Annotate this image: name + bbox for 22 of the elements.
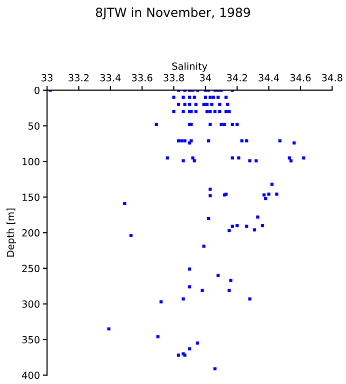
x-axis-title: Salinity [172,62,208,72]
x-tick-label: 33 [42,74,52,82]
y-axis-title: Depth [m] [6,208,16,257]
chart-title: 8JTW in November, 1989 [96,7,250,20]
x-tick-label: 33.8 [164,74,184,82]
y-tick-label: 100 [22,158,40,166]
y-tick-label: 400 [22,372,40,379]
x-tick-label: 34.8 [322,74,342,82]
y-tick-label: 0 [34,86,40,94]
x-tick-label: 33.4 [100,74,121,82]
x-tick-label: 34.4 [258,74,280,82]
y-tick-label: 150 [22,194,40,201]
y-tick-label: 250 [22,264,40,272]
y-tick-label: 350 [22,336,40,344]
y-tick-label: 200 [22,229,40,237]
x-tick-label: 33.2 [68,74,89,82]
x-tick-label: 34 [200,74,212,82]
x-tick-label: 34.2 [227,74,247,82]
x-tick-label: 33.6 [132,74,152,82]
y-tick-label: 50 [28,122,40,130]
x-tick-label: 34.6 [290,74,311,82]
y-tick-label: 300 [22,300,40,308]
